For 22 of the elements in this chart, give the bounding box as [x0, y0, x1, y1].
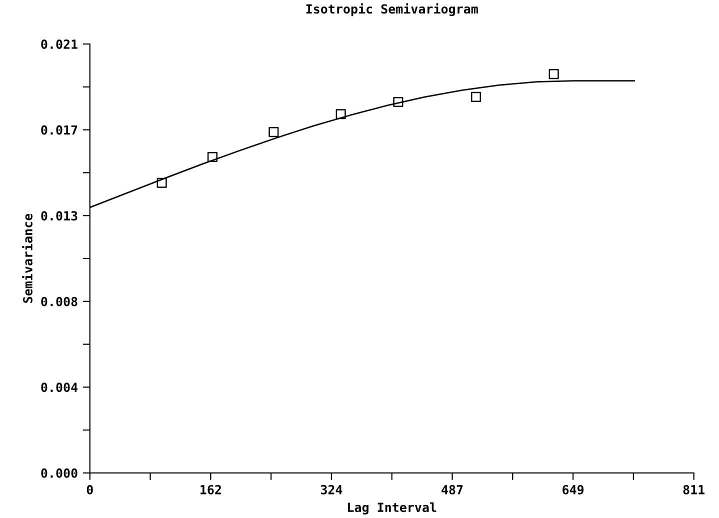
y-axis-title: Semivariance [22, 214, 32, 303]
y-tick-label: 0.000 [41, 468, 78, 478]
point [268, 127, 279, 138]
chart-title: Isotropic Semivariogram [306, 3, 478, 16]
point [470, 92, 482, 102]
x-tick-label: 811 [683, 484, 705, 494]
y-tick-label: 0.021 [41, 40, 78, 49]
x-tick-label: 324 [320, 484, 342, 494]
x-tick-label: 162 [200, 484, 221, 494]
y-tick-label: 0.004 [41, 382, 78, 392]
x-tick-label: 487 [442, 484, 463, 494]
y-tick-label: 0.013 [41, 211, 78, 221]
y-tick-label: 0.017 [41, 125, 78, 135]
point [393, 97, 404, 108]
point [336, 109, 346, 120]
point [207, 152, 218, 162]
point [156, 178, 167, 188]
x-tick-label: 649 [562, 484, 584, 494]
y-tick-label: 0.008 [41, 296, 78, 306]
x-tick-label: 0 [86, 484, 93, 494]
x-axis-title: Lag Interval [348, 502, 436, 514]
point [548, 69, 559, 80]
